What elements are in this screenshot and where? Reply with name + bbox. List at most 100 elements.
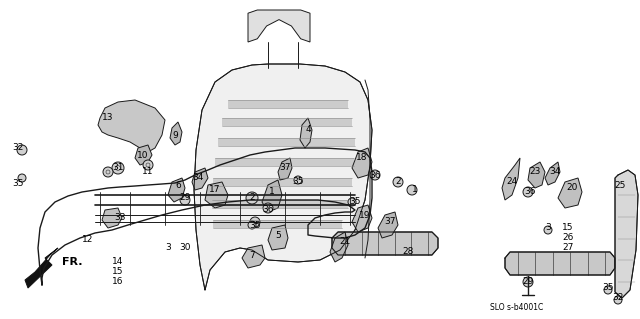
Polygon shape xyxy=(222,118,352,126)
Circle shape xyxy=(143,160,153,170)
Text: 15: 15 xyxy=(112,268,124,277)
Circle shape xyxy=(180,195,190,205)
Text: 3: 3 xyxy=(545,224,551,233)
Text: 31: 31 xyxy=(112,164,124,173)
Polygon shape xyxy=(98,100,165,152)
Text: 2: 2 xyxy=(249,194,255,203)
Text: SLO s-b4001C: SLO s-b4001C xyxy=(490,303,543,313)
Text: 26: 26 xyxy=(563,234,573,242)
Text: 5: 5 xyxy=(275,231,281,240)
Text: 23: 23 xyxy=(529,167,541,176)
Text: 36: 36 xyxy=(262,205,274,214)
Text: 35: 35 xyxy=(602,284,614,293)
Polygon shape xyxy=(242,245,265,268)
Text: 34: 34 xyxy=(549,167,561,176)
Polygon shape xyxy=(278,158,292,180)
Text: 28: 28 xyxy=(403,248,413,256)
Polygon shape xyxy=(213,220,342,228)
Polygon shape xyxy=(505,252,615,275)
Polygon shape xyxy=(558,178,582,208)
Text: 35: 35 xyxy=(292,177,304,187)
Circle shape xyxy=(544,226,552,234)
Text: 29: 29 xyxy=(179,194,191,203)
Text: 21: 21 xyxy=(339,238,351,247)
Text: 37: 37 xyxy=(279,164,291,173)
Polygon shape xyxy=(194,64,372,290)
Text: 30: 30 xyxy=(179,243,191,253)
Polygon shape xyxy=(378,212,398,238)
Polygon shape xyxy=(212,200,348,208)
Polygon shape xyxy=(528,162,545,188)
Text: 19: 19 xyxy=(359,211,371,219)
Polygon shape xyxy=(332,232,438,255)
Text: 29: 29 xyxy=(522,278,534,286)
Circle shape xyxy=(294,176,302,184)
Text: 1: 1 xyxy=(269,188,275,197)
Polygon shape xyxy=(25,248,58,288)
Text: 37: 37 xyxy=(384,218,396,226)
Text: 4: 4 xyxy=(305,125,311,135)
Polygon shape xyxy=(102,208,122,228)
Text: 36: 36 xyxy=(524,188,536,197)
Polygon shape xyxy=(268,225,288,250)
Text: 12: 12 xyxy=(83,235,93,244)
Polygon shape xyxy=(228,100,348,108)
Circle shape xyxy=(523,277,533,287)
Circle shape xyxy=(17,145,27,155)
Circle shape xyxy=(393,177,403,187)
Polygon shape xyxy=(192,168,208,190)
Circle shape xyxy=(263,203,273,213)
Text: 16: 16 xyxy=(112,278,124,286)
Text: 6: 6 xyxy=(175,181,181,189)
Polygon shape xyxy=(300,118,312,148)
Text: 1: 1 xyxy=(412,186,418,195)
Circle shape xyxy=(370,170,380,180)
Text: 13: 13 xyxy=(102,114,114,122)
Text: 27: 27 xyxy=(563,243,573,253)
Polygon shape xyxy=(170,122,182,145)
Circle shape xyxy=(614,296,622,304)
Text: 18: 18 xyxy=(356,153,368,162)
Polygon shape xyxy=(262,180,282,212)
Text: 2: 2 xyxy=(395,177,401,187)
Text: 36: 36 xyxy=(369,170,381,180)
Polygon shape xyxy=(352,205,372,232)
Text: 32: 32 xyxy=(12,144,24,152)
Text: 25: 25 xyxy=(614,181,626,189)
Polygon shape xyxy=(205,182,228,208)
Circle shape xyxy=(407,185,417,195)
Text: 11: 11 xyxy=(142,167,154,176)
Circle shape xyxy=(250,217,260,227)
Text: 32: 32 xyxy=(612,293,624,302)
Text: 33: 33 xyxy=(115,213,125,222)
Text: 14: 14 xyxy=(112,257,124,266)
Text: 9: 9 xyxy=(172,130,178,139)
Text: 35: 35 xyxy=(249,220,260,229)
Circle shape xyxy=(604,286,612,294)
Text: 20: 20 xyxy=(566,183,578,192)
Polygon shape xyxy=(213,178,352,186)
Polygon shape xyxy=(330,232,348,262)
Text: 10: 10 xyxy=(137,151,148,160)
Text: 24: 24 xyxy=(506,177,518,187)
Polygon shape xyxy=(135,145,152,165)
Text: 17: 17 xyxy=(209,186,221,195)
Circle shape xyxy=(103,167,113,177)
Text: 34: 34 xyxy=(192,174,204,182)
Circle shape xyxy=(348,198,356,206)
Text: FR.: FR. xyxy=(62,257,83,267)
Polygon shape xyxy=(218,138,355,146)
Polygon shape xyxy=(215,158,354,166)
Text: 7: 7 xyxy=(249,250,255,259)
Text: 3: 3 xyxy=(165,243,171,253)
Polygon shape xyxy=(352,148,372,178)
Polygon shape xyxy=(615,170,638,298)
Text: 35: 35 xyxy=(12,180,24,189)
Text: 15: 15 xyxy=(563,224,573,233)
Text: 35: 35 xyxy=(349,197,361,206)
Polygon shape xyxy=(545,162,560,185)
Circle shape xyxy=(18,174,26,182)
Polygon shape xyxy=(248,10,310,42)
Polygon shape xyxy=(168,178,185,202)
Polygon shape xyxy=(502,158,520,200)
